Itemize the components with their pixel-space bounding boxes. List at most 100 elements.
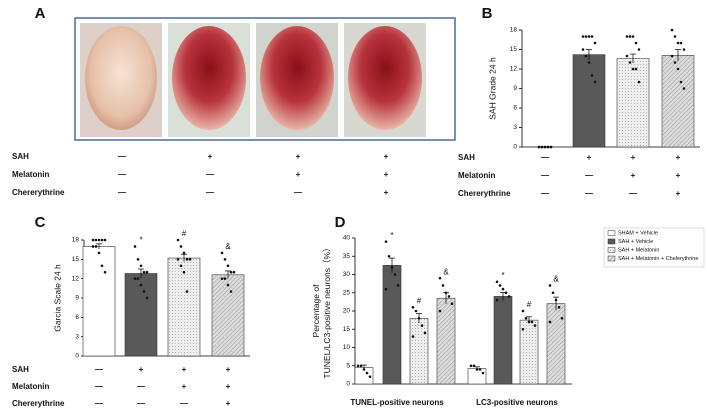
data-point — [223, 277, 227, 280]
treatment-sign: — — [180, 399, 188, 408]
panel-label: D — [335, 214, 346, 231]
data-point — [179, 264, 183, 268]
data-point — [411, 335, 415, 338]
bar-texture — [608, 256, 615, 261]
bar — [382, 265, 402, 385]
data-point — [91, 245, 95, 248]
data-point — [634, 41, 638, 45]
data-point — [679, 41, 683, 45]
treatment-sign: — — [294, 188, 302, 197]
data-point — [220, 277, 224, 280]
significance-mark: & — [553, 275, 559, 284]
treatment-sign: + — [384, 188, 389, 197]
data-point — [472, 364, 476, 368]
data-point — [498, 284, 502, 287]
data-point — [533, 324, 537, 327]
data-point — [549, 145, 553, 149]
data-point — [676, 41, 680, 45]
treatment-sign: — — [585, 171, 593, 180]
legend-swatch — [607, 238, 616, 245]
data-point — [229, 270, 233, 274]
data-point — [631, 35, 635, 38]
bar-texture — [212, 274, 244, 356]
data-point — [411, 306, 415, 309]
data-point — [384, 240, 388, 243]
treatment-name: SAH — [12, 365, 29, 374]
data-point — [557, 306, 561, 309]
y-tick-label: 25 — [343, 289, 351, 296]
data-point — [396, 284, 400, 287]
data-point — [441, 284, 445, 287]
significance-mark: * — [501, 271, 504, 280]
y-tick-label: 6 — [513, 105, 517, 112]
data-point — [450, 302, 454, 306]
panel-label: C — [35, 214, 46, 231]
data-point — [226, 283, 230, 287]
treatment-sign: — — [541, 171, 549, 180]
y-tick-label: 0 — [346, 381, 350, 388]
y-tick-label: 12 — [510, 66, 518, 73]
bar-texture — [547, 303, 565, 384]
treatment-sign: + — [182, 365, 187, 374]
treatment-sign: — — [206, 188, 214, 197]
y-axis-label: TUNEL/LC3-positive neurons（%） — [322, 243, 332, 378]
y-tick-label: 5 — [346, 362, 350, 369]
bar-texture — [437, 298, 455, 384]
data-point — [495, 280, 499, 284]
bar-texture — [608, 247, 615, 253]
data-point — [176, 258, 180, 261]
data-point — [593, 80, 597, 84]
data-point — [587, 35, 591, 38]
data-point — [540, 145, 544, 149]
treatment-sign: + — [226, 399, 231, 408]
data-point — [447, 295, 451, 298]
data-point — [546, 145, 550, 149]
treatment-name: Melatonin — [458, 171, 495, 180]
data-point — [185, 290, 189, 293]
data-point — [139, 264, 143, 268]
data-point — [226, 264, 230, 268]
data-point — [223, 258, 227, 261]
y-tick-label: 15 — [72, 256, 80, 263]
treatment-sign: — — [137, 399, 145, 408]
data-point — [97, 238, 101, 242]
panel-label: A — [35, 5, 46, 22]
data-point — [637, 48, 641, 51]
data-point — [103, 270, 107, 274]
data-point — [676, 67, 680, 71]
data-point — [507, 295, 511, 298]
data-point — [368, 375, 372, 379]
x-tick-label: LC3-positive neurons — [476, 398, 558, 407]
data-point — [142, 270, 146, 274]
treatment-sign: + — [208, 152, 213, 161]
data-point — [220, 251, 224, 255]
data-point — [670, 28, 674, 32]
y-tick-label: 20 — [343, 308, 351, 315]
data-point — [670, 54, 674, 58]
data-point — [673, 35, 677, 38]
treatment-sign: — — [541, 189, 549, 198]
data-point — [136, 277, 140, 280]
y-axis-label: SAH Grade 24 h — [487, 57, 497, 120]
y-axis-label: Percentage of — [311, 284, 321, 338]
data-point — [469, 364, 473, 368]
data-point — [176, 238, 180, 242]
data-point — [527, 320, 531, 324]
treatment-name: Chererythrine — [12, 399, 65, 408]
data-point — [100, 264, 104, 268]
data-point — [584, 35, 588, 38]
y-tick-label: 10 — [343, 344, 351, 351]
data-point — [145, 270, 149, 274]
bar-texture — [168, 258, 200, 356]
data-point — [393, 273, 397, 276]
data-point — [229, 290, 233, 293]
data-point — [679, 80, 683, 84]
y-tick-label: 3 — [513, 124, 517, 131]
treatment-sign: — — [137, 382, 145, 391]
data-point — [133, 245, 137, 248]
treatment-sign: + — [226, 365, 231, 374]
treatment-sign: + — [182, 382, 187, 391]
treatment-sign: + — [139, 365, 144, 374]
treatment-sign: + — [384, 170, 389, 179]
